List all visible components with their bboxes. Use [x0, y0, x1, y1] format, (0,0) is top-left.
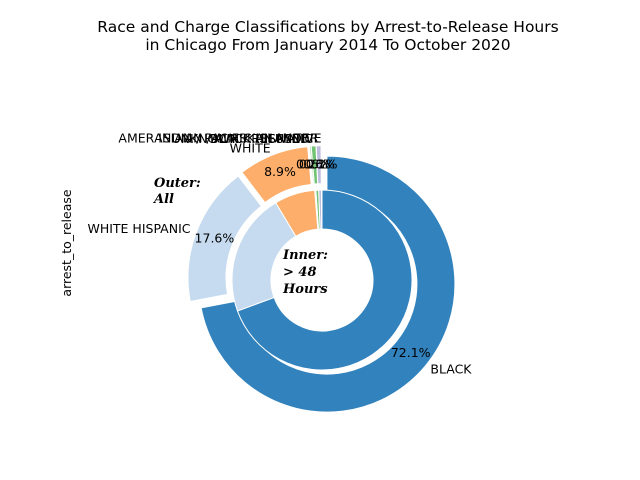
percent-label-white: 8.9%	[264, 164, 296, 179]
percent-label-unknown-refused: 0.2%	[296, 157, 328, 172]
outer-ring	[187, 145, 456, 413]
outer-wedge-white	[241, 146, 312, 204]
percent-label-black: 72.1%	[391, 345, 431, 360]
chart-subtitle: in Chicago From January 2014 To October …	[145, 36, 510, 54]
chart-title: Race and Charge Classifications by Arres…	[97, 18, 558, 36]
inner-ring	[231, 189, 413, 371]
inner-wedge-black	[236, 189, 413, 371]
category-label-asian-pacific-islander: ASIAN / PACIFIC ISLANDER	[154, 131, 319, 146]
category-label-black: BLACK	[430, 361, 472, 376]
outer-wedge-black	[200, 155, 456, 413]
outer-wedge-white-hispanic	[187, 175, 263, 303]
percent-label-white-hispanic: 17.6%	[195, 230, 235, 245]
slice-labels: AMER INDIAN / ALASKAN NATIVE 0.1% ASIAN / …	[87, 131, 472, 377]
percent-label-asian-pacific-islander: 0.6%	[303, 156, 335, 171]
outer-ring-note-line1: Outer:	[154, 176, 201, 191]
inner-ring-note-line1: Inner:	[282, 248, 328, 263]
category-label-amer-indian-alaskan-native: AMER INDIAN / ALASKAN NATIVE	[118, 131, 321, 146]
category-label-white-hispanic: WHITE HISPANIC	[87, 221, 190, 236]
y-axis-label: arrest_to_release	[59, 189, 74, 296]
inner-ring-note-line3: Hours	[282, 282, 328, 297]
percent-label-amer-indian-alaskan-native: 0.1%	[306, 156, 338, 171]
percent-label-black-hispanic: 0.6%	[299, 157, 331, 172]
outer-wedge-unknown-refused	[308, 145, 315, 185]
outer-ring-note-line2: All	[152, 192, 174, 207]
category-label-unknown-refused: UNKNOWN / REFUSED	[172, 131, 310, 146]
inner-ring-note-line2: > 48	[283, 265, 317, 280]
category-label-black-hispanic: BLACK HISPANIC	[210, 131, 313, 146]
category-label-white: WHITE	[230, 140, 271, 155]
